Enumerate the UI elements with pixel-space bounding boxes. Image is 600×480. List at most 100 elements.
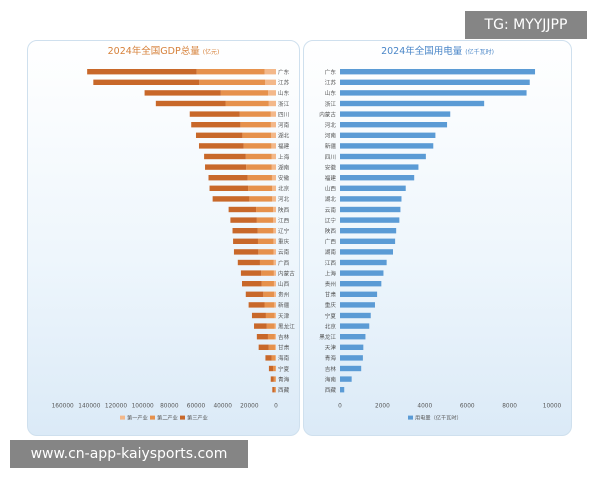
power-bar <box>340 164 419 170</box>
power-province-label: 安徽 <box>325 163 337 171</box>
gdp-province-label: 云南 <box>278 248 290 256</box>
gdp-bar-segment <box>263 291 275 297</box>
power-bar <box>340 249 393 255</box>
gdp-province-label: 天津 <box>278 313 290 320</box>
power-province-label: 四川 <box>325 154 336 161</box>
gdp-bar-segment <box>274 344 276 350</box>
gdp-bar-segment <box>272 196 276 202</box>
gdp-bar-segment <box>272 387 275 393</box>
gdp-bar-segment <box>198 143 244 149</box>
gdp-bar-segment <box>256 206 274 213</box>
gdp-bar-segment <box>270 111 276 117</box>
gdp-bar-segment <box>275 355 276 361</box>
gdp-legend-swatch <box>120 415 125 420</box>
power-province-label: 湖北 <box>325 195 337 203</box>
gdp-bar-segment <box>268 100 276 107</box>
gdp-bar-segment <box>268 344 275 350</box>
gdp-bar-segment <box>212 196 250 202</box>
power-bar <box>340 302 375 308</box>
gdp-bar-segment <box>274 291 276 297</box>
gdp-bar-segment <box>273 206 276 213</box>
power-bar <box>340 132 436 138</box>
gdp-bar-segment <box>258 344 269 350</box>
gdp-bar-segment <box>228 206 257 213</box>
gdp-bar-segment <box>271 175 276 181</box>
gdp-province-label: 内蒙古 <box>278 269 295 277</box>
gdp-bar-segment <box>274 302 276 308</box>
gdp-province-label: 江苏 <box>278 79 290 87</box>
gdp-bar-segment <box>271 143 276 149</box>
gdp-bar-segment <box>261 281 274 287</box>
gdp-bar-segment <box>268 365 274 372</box>
gdp-title-unit: (亿元) <box>202 49 220 56</box>
power-bar <box>340 217 400 223</box>
gdp-province-label: 山西 <box>278 280 290 288</box>
gdp-province-label: 河北 <box>278 195 290 203</box>
gdp-bar-segment <box>249 196 273 202</box>
gdp-province-label: 上海 <box>278 153 290 161</box>
gdp-bar-segment <box>271 132 276 138</box>
gdp-x-tick-label: 160000 <box>52 404 74 410</box>
gdp-bar-segment <box>271 153 276 160</box>
power-bar <box>340 365 362 372</box>
power-bar <box>340 100 485 107</box>
gdp-bar-segment <box>273 281 276 287</box>
gdp-bar-segment <box>248 185 273 191</box>
power-province-label: 内蒙古 <box>319 110 336 118</box>
gdp-legend-label: 第三产业 <box>187 414 208 422</box>
gdp-bar-segment <box>267 334 275 340</box>
gdp-bar-segment <box>220 90 269 96</box>
gdp-bar-segment <box>265 355 272 361</box>
gdp-x-tick-label: 100000 <box>132 404 154 410</box>
power-province-label: 湖南 <box>325 248 337 256</box>
gdp-province-label: 重庆 <box>278 238 290 246</box>
power-bar <box>340 387 345 393</box>
gdp-province-label: 青海 <box>278 375 290 383</box>
gdp-legend-label: 第一产业 <box>127 414 148 422</box>
power-legend-swatch <box>408 415 413 420</box>
power-province-label: 云南 <box>325 206 337 214</box>
gdp-bar-segment <box>273 376 276 382</box>
power-province-label: 山西 <box>325 185 337 193</box>
power-province-label: 广东 <box>325 68 337 76</box>
gdp-bar-segment <box>261 270 274 276</box>
gdp-bar-segment <box>274 323 276 329</box>
power-x-tick-label: 8000 <box>502 404 517 410</box>
gdp-legend-swatch <box>180 415 185 420</box>
power-title-unit: (亿千瓦时) <box>465 49 494 56</box>
gdp-province-label: 湖北 <box>278 132 290 140</box>
gdp-bar-segment <box>259 259 274 266</box>
gdp-bar-segment <box>245 153 272 160</box>
power-province-label: 贵州 <box>325 280 336 288</box>
gdp-bar-segment <box>273 228 276 234</box>
power-province-label: 海南 <box>325 375 337 383</box>
power-bar <box>340 344 364 350</box>
power-province-label: 宁夏 <box>325 312 337 320</box>
power-bar <box>340 376 352 382</box>
gdp-bar-segment <box>251 312 266 319</box>
gdp-province-label: 安徽 <box>278 174 290 182</box>
gdp-bar-segment <box>273 217 276 223</box>
gdp-bar-segment <box>271 355 276 361</box>
gdp-province-label: 辽宁 <box>278 227 290 235</box>
gdp-chart-panel: 2024年全国GDP总量 (亿元) 广东 江苏 山东 浙江 四川 河南 湖北 福建 上海 湖南 安徽北… <box>27 40 300 436</box>
gdp-title-text: 2024年全国GDP总量 <box>107 46 200 57</box>
gdp-bar-segment <box>243 143 272 149</box>
power-bar <box>340 153 426 160</box>
gdp-province-label: 西藏 <box>278 386 290 394</box>
gdp-bar-segment <box>273 365 276 372</box>
gdp-province-label: 山东 <box>278 89 290 97</box>
gdp-bar-segment <box>232 228 258 234</box>
power-province-label: 吉林 <box>325 365 337 373</box>
gdp-bar-segment <box>264 69 276 75</box>
gdp-province-label: 湖南 <box>278 163 290 171</box>
gdp-bar-segment <box>230 217 257 223</box>
power-bar-chart: 广东江苏山东浙江内蒙古河北河南新疆四川安徽福建山西湖北云南辽宁陕西广西湖南江西上… <box>319 68 561 422</box>
gdp-bar-segment <box>225 100 269 107</box>
gdp-bar-segment <box>248 302 265 308</box>
gdp-bar-segment <box>273 249 276 255</box>
gdp-bar-segment <box>240 270 262 276</box>
gdp-bar-segment <box>272 185 276 191</box>
gdp-bar-segment <box>237 259 260 266</box>
tg-watermark: TG: MYYJJPP <box>465 11 587 39</box>
